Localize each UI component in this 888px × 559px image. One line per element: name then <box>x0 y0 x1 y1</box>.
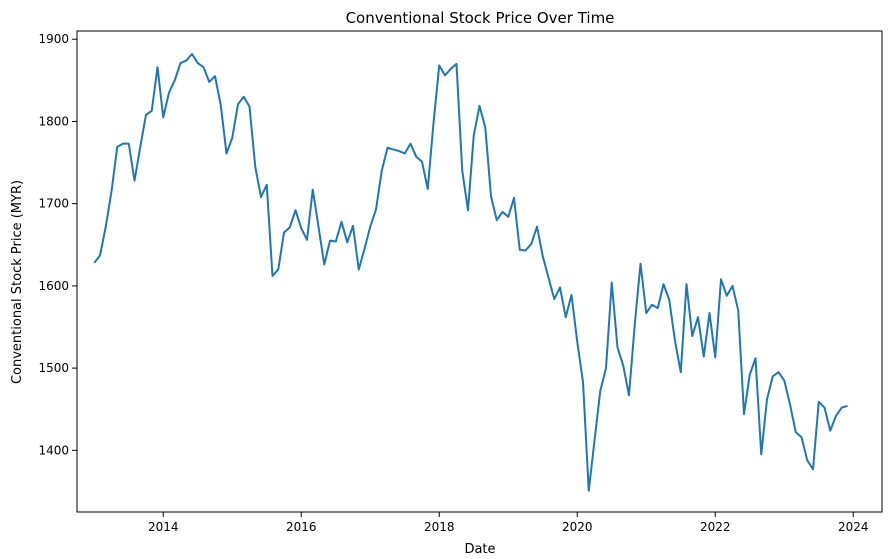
x-tick-label: 2018 <box>424 520 455 534</box>
y-tick-label: 1600 <box>38 279 69 293</box>
y-axis-label: Conventional Stock Price (MYR) <box>10 180 25 384</box>
x-tick-label: 2020 <box>562 520 593 534</box>
x-tick-label: 2016 <box>286 520 317 534</box>
series-line <box>93 53 848 492</box>
x-tick-label: 2024 <box>838 520 869 534</box>
plot-frame <box>76 30 883 513</box>
x-axis-label: Date <box>464 542 495 557</box>
y-axis-ticks: 1400 1500 1600 1700 1800 1900 <box>38 32 77 457</box>
y-tick-label: 1900 <box>38 32 69 46</box>
x-tick-label: 2014 <box>148 520 179 534</box>
y-tick-label: 1400 <box>38 443 69 457</box>
chart-title: Conventional Stock Price Over Time <box>346 9 615 27</box>
x-axis-ticks: 2014 2016 2018 2020 2022 2024 <box>148 512 869 534</box>
y-tick-label: 1700 <box>38 197 69 211</box>
y-tick-label: 1500 <box>38 361 69 375</box>
x-tick-label: 2022 <box>700 520 731 534</box>
y-tick-label: 1800 <box>38 114 69 128</box>
